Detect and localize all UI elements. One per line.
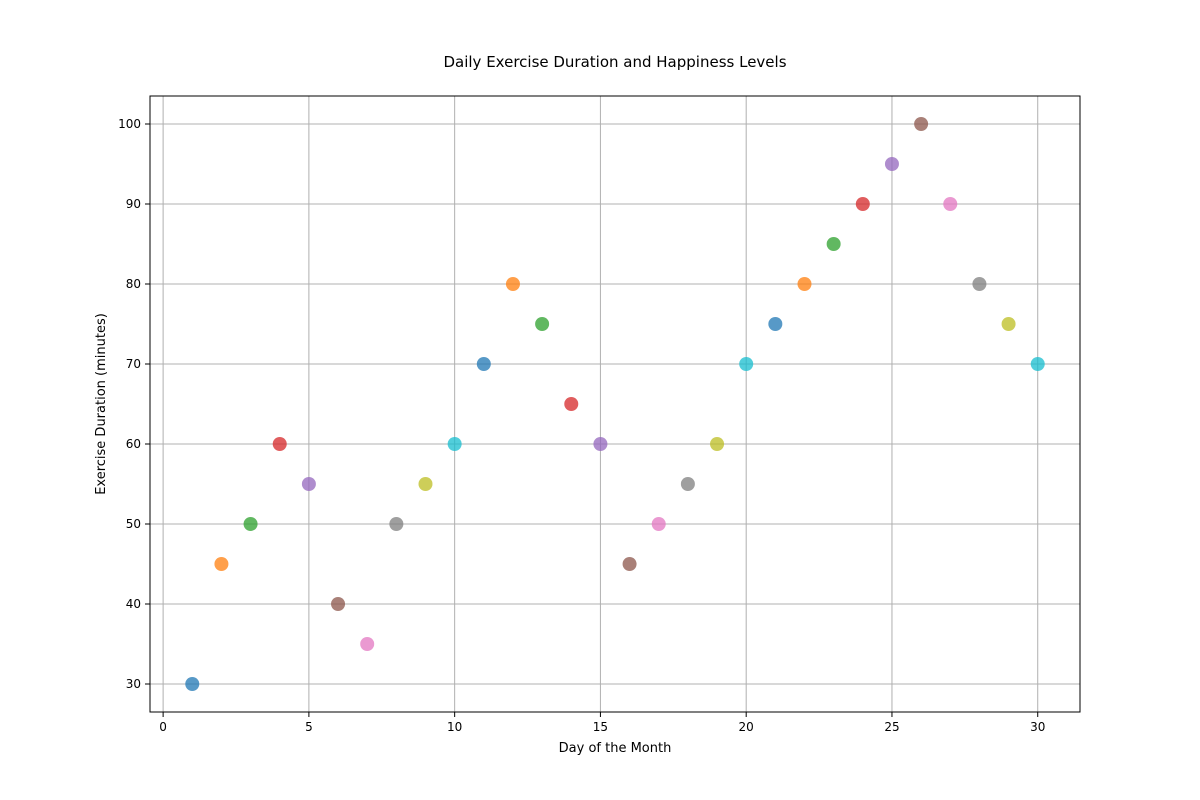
y-tick-label: 70 [126,357,141,371]
y-tick-label: 40 [126,597,141,611]
scatter-point [185,677,200,691]
scatter-point [943,197,958,211]
y-tick-label: 100 [118,117,141,131]
plot-frame [149,95,1081,713]
x-tick-label: 30 [1030,720,1045,734]
scatter-point [972,277,987,291]
scatter-point [331,597,346,611]
x-tick-label: 0 [159,720,167,734]
scatter-point [593,437,608,451]
scatter-point [564,397,579,411]
y-tick-label: 30 [126,677,141,691]
scatter-point [272,437,287,451]
y-tick-label: 50 [126,517,141,531]
x-axis-ticks: 0 5 10 15 20 25 30 [159,712,1045,734]
grid-lines [150,96,1080,712]
scatter-point [476,357,491,371]
scatter-point [797,277,812,291]
scatter-point [1030,357,1045,371]
scatter-point [826,237,841,251]
x-tick-label: 20 [739,720,754,734]
x-axis-label: Day of the Month [559,741,672,756]
scatter-point [855,197,870,211]
x-tick-label: 10 [447,720,462,734]
scatter-point [418,477,433,491]
y-axis-ticks: 30 40 50 60 70 80 90 100 [118,117,150,691]
scatter-point [680,477,695,491]
scatter-point [389,517,404,531]
scatter-point [360,637,375,651]
x-tick-label: 15 [593,720,608,734]
scatter-point [622,557,637,571]
scatter-point [651,517,666,531]
scatter-point [243,517,258,531]
scatter-point [1001,317,1016,331]
scatter-point [447,437,462,451]
scatter-point [214,557,229,571]
scatter-point [301,477,316,491]
x-tick-label: 5 [305,720,313,734]
scatter-point [739,357,754,371]
scatter-point [535,317,550,331]
x-tick-label: 25 [884,720,899,734]
scatter-point [884,157,899,171]
y-tick-label: 60 [126,437,141,451]
scatter-point [710,437,725,451]
scatter-point [914,117,929,131]
scatter-point [505,277,520,291]
scatter-point [768,317,783,331]
data-points [185,117,1045,691]
chart-title: Daily Exercise Duration and Happiness Le… [443,53,786,71]
y-tick-label: 90 [126,197,141,211]
y-axis-label: Exercise Duration (minutes) [94,313,109,495]
y-tick-label: 80 [126,277,141,291]
